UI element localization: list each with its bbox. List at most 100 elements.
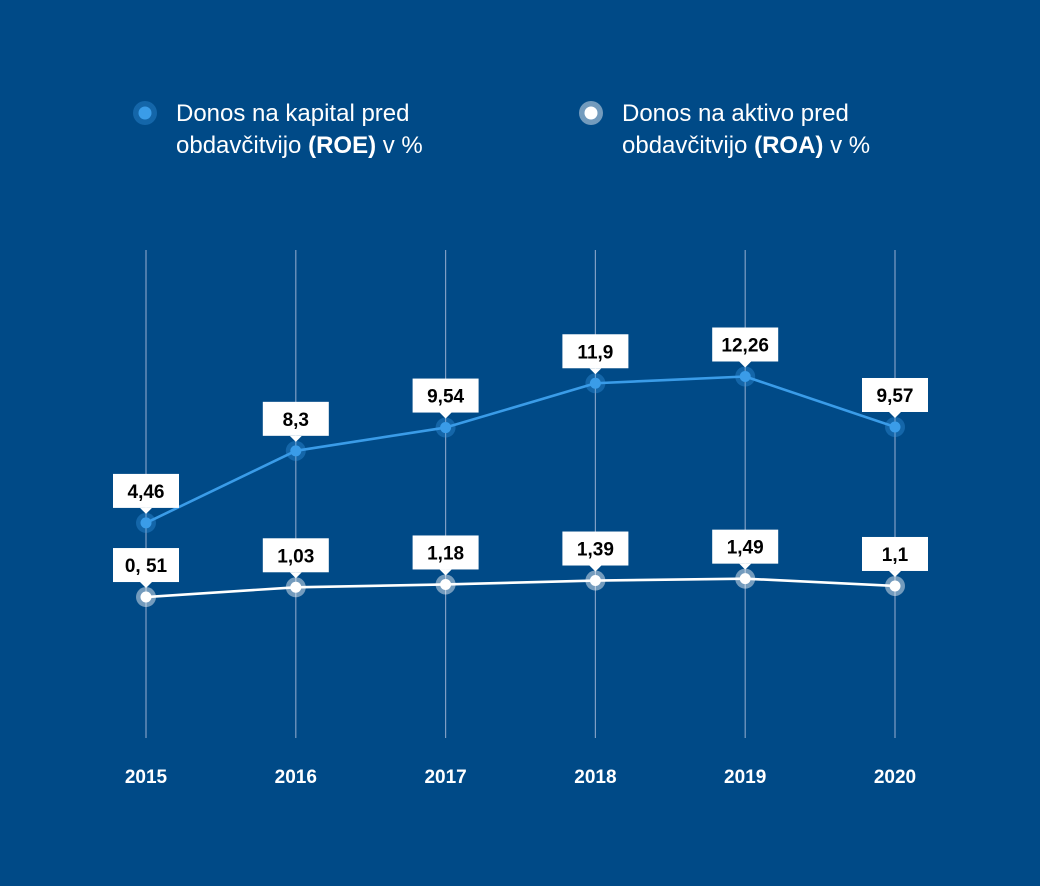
data-label-pointer xyxy=(739,563,752,570)
data-label-value: 12,26 xyxy=(721,336,769,357)
data-point-dot xyxy=(889,421,901,433)
data-point-roa-2019 xyxy=(735,568,756,589)
data-point-dot xyxy=(739,573,751,585)
data-point-dot xyxy=(290,581,302,593)
data-label-value: 4,46 xyxy=(128,482,165,503)
x-tick-label-2016: 2016 xyxy=(275,767,317,788)
data-point-dot xyxy=(589,575,601,587)
data-point-dot xyxy=(589,377,601,389)
legend-roe-text: Donos na kapital pred obdavčitvijo (ROE)… xyxy=(176,98,423,162)
data-label-roe-2016: 8,3 xyxy=(262,401,329,442)
data-label-pointer xyxy=(889,570,901,577)
gridlines xyxy=(145,250,896,738)
data-label-roa-2016: 1,03 xyxy=(262,538,329,579)
data-point-dot xyxy=(140,591,152,603)
x-tick-label-2019: 2019 xyxy=(724,767,766,788)
x-tick-label-2015: 2015 xyxy=(125,767,168,788)
data-label-roa-2015: 0, 51 xyxy=(113,548,179,589)
data-label-value: 1,39 xyxy=(577,540,614,561)
legend-roa-line2: obdavčitvijo (ROA) v % xyxy=(622,130,870,162)
x-tick-label-2017: 2017 xyxy=(424,767,466,788)
legend-roa-line1: Donos na aktivo pred xyxy=(622,100,849,127)
series-line-roa xyxy=(145,577,896,599)
x-tick-label-2018: 2018 xyxy=(574,767,616,788)
legend-roe-line1: Donos na kapital pred xyxy=(176,100,410,127)
data-label-roe-2020: 9,57 xyxy=(862,377,928,418)
data-point-roe-2020 xyxy=(885,416,905,437)
data-label-value: 1,49 xyxy=(727,538,764,559)
legend-roa-marker-icon xyxy=(579,101,603,125)
legend-roe-line2: obdavčitvijo (ROE) v % xyxy=(176,130,423,162)
legend-roe-abbrev: (ROE) xyxy=(308,132,377,159)
data-label-pointer xyxy=(589,565,602,572)
legend-roe-line2-prefix: obdavčitvijo xyxy=(176,132,309,159)
data-labels: 4,46 8,3 9,54 11,9 12,26 9,57 0, 51 1,03 1,18 1,3… xyxy=(113,327,928,589)
chart-legend: Donos na kapital pred obdavčitvijo (ROE)… xyxy=(0,98,1040,168)
data-label-box xyxy=(712,327,779,362)
data-label-box xyxy=(562,334,629,369)
data-point-dot xyxy=(440,422,452,434)
data-label-pointer xyxy=(289,435,302,442)
data-point-dot xyxy=(440,578,452,590)
data-label-box xyxy=(562,531,629,566)
data-label-box xyxy=(262,538,329,573)
data-label-value: 9,54 xyxy=(427,387,464,408)
series-line-roe xyxy=(145,375,896,525)
x-axis: 2015 2016 2017 2018 2019 2020 xyxy=(125,767,916,788)
data-label-box xyxy=(862,536,928,571)
data-point-roa-2018 xyxy=(585,570,606,591)
data-label-value: 8,3 xyxy=(283,410,309,431)
legend-roe-marker-icon xyxy=(133,101,157,125)
data-label-roe-2019: 12,26 xyxy=(712,327,779,368)
data-label-box xyxy=(113,548,179,583)
data-point-roa-2017 xyxy=(435,574,456,595)
data-point-dot xyxy=(290,445,302,457)
legend-item-roa: Donos na aktivo pred obdavčitvijo (ROA) … xyxy=(578,98,870,162)
data-point-roa-2015 xyxy=(136,587,156,608)
legend-roe-line2-suffix: v % xyxy=(376,132,423,159)
data-label-pointer xyxy=(289,572,302,579)
data-label-box xyxy=(262,401,329,436)
data-label-value: 1,1 xyxy=(882,545,909,566)
data-label-pointer xyxy=(439,569,452,576)
legend-roa-abbrev: (ROA) xyxy=(754,132,824,159)
series-lines xyxy=(136,366,905,608)
data-label-value: 11,9 xyxy=(577,342,613,363)
data-point-roa-2020 xyxy=(885,575,905,596)
data-point-dot xyxy=(889,580,901,592)
data-label-roa-2020: 1,1 xyxy=(862,536,928,577)
x-tick-label-2020: 2020 xyxy=(874,767,916,788)
data-label-box xyxy=(862,377,928,412)
data-label-pointer xyxy=(739,361,752,368)
data-label-pointer xyxy=(589,368,602,375)
data-point-dot xyxy=(140,517,152,529)
legend-roa-line2-prefix: obdavčitvijo xyxy=(622,132,755,159)
data-label-box xyxy=(113,473,179,508)
data-point-roa-2016 xyxy=(285,577,306,598)
data-point-roe-2017 xyxy=(435,417,456,438)
data-point-roe-2016 xyxy=(285,440,306,461)
data-label-roe-2015: 4,46 xyxy=(113,473,179,514)
data-label-box xyxy=(412,378,479,413)
data-label-pointer xyxy=(140,507,152,514)
data-point-dot xyxy=(739,371,751,383)
legend-roa-text: Donos na aktivo pred obdavčitvijo (ROA) … xyxy=(622,98,870,162)
data-label-box xyxy=(412,535,479,570)
data-point-roe-2018 xyxy=(585,373,606,394)
data-label-pointer xyxy=(889,411,901,418)
data-label-box xyxy=(712,529,779,564)
data-label-value: 9,57 xyxy=(877,386,914,407)
data-label-value: 0, 51 xyxy=(125,556,168,577)
data-label-roa-2019: 1,49 xyxy=(712,529,779,570)
data-point-roe-2015 xyxy=(136,512,156,533)
data-label-value: 1,03 xyxy=(277,546,314,567)
legend-roa-line2-suffix: v % xyxy=(823,132,871,159)
data-label-roa-2017: 1,18 xyxy=(412,535,479,576)
legend-item-roe: Donos na kapital pred obdavčitvijo (ROE)… xyxy=(132,98,423,162)
data-label-roa-2018: 1,39 xyxy=(562,531,629,572)
data-label-roe-2017: 9,54 xyxy=(412,378,479,419)
data-label-roe-2018: 11,9 xyxy=(562,334,629,375)
data-point-roe-2019 xyxy=(735,366,756,387)
data-label-pointer xyxy=(439,412,452,419)
